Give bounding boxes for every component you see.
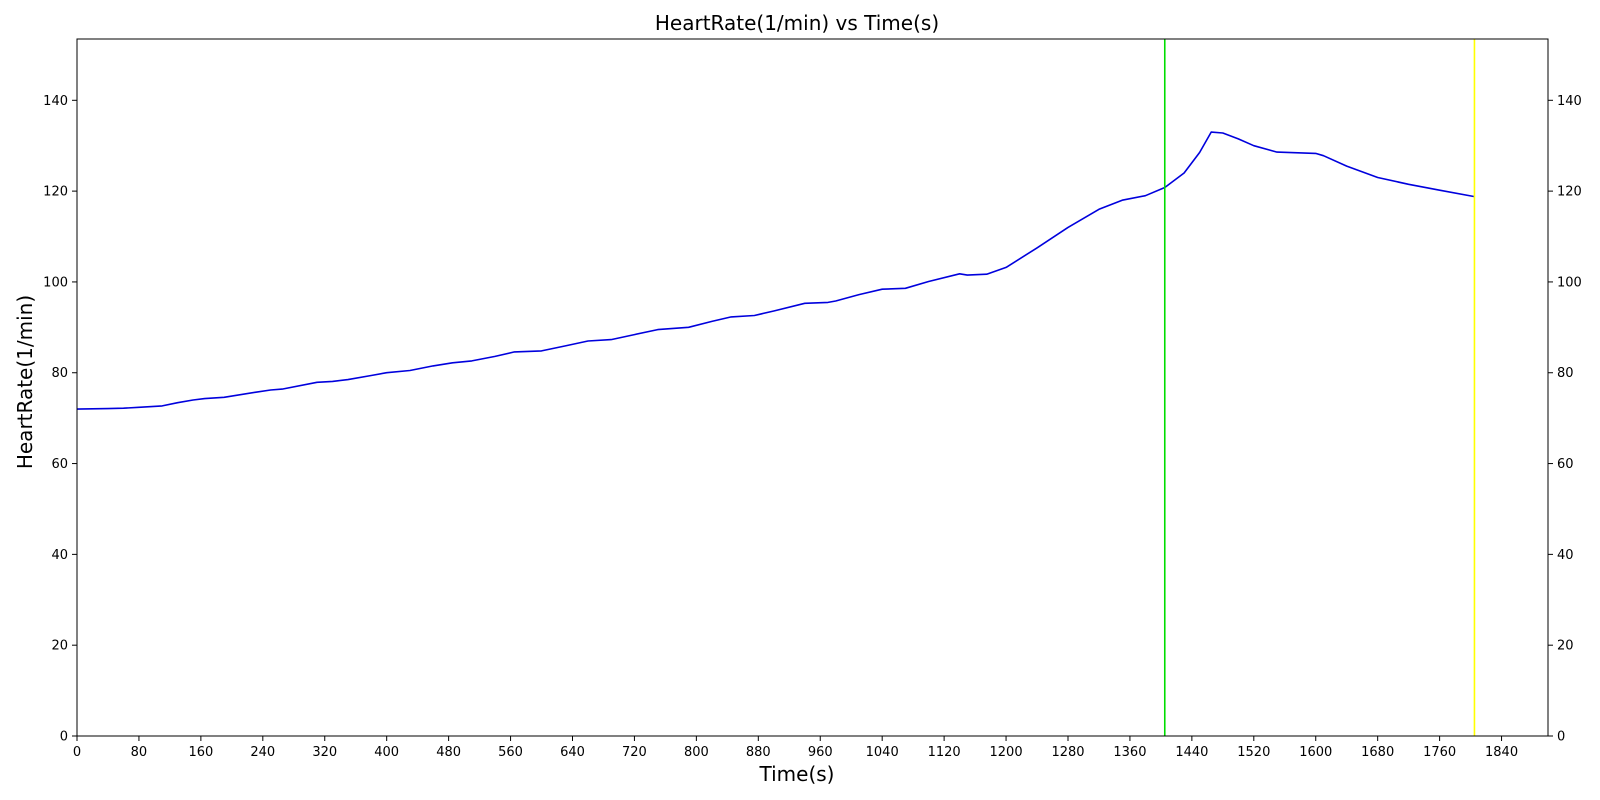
x-tick-label: 400: [374, 745, 399, 760]
x-tick-label: 320: [312, 745, 337, 760]
y-tick-label-right: 80: [1557, 366, 1574, 381]
x-tick-label: 1360: [1113, 745, 1146, 760]
x-tick-label: 720: [622, 745, 647, 760]
x-tick-label: 0: [73, 745, 81, 760]
heart-rate-series-line-0: [76, 131, 1475, 410]
x-tick-label: 640: [560, 745, 585, 760]
x-tick-label: 1600: [1299, 745, 1332, 760]
ticks-layer: 0 80 160 240 320 400 480 560 640 720 800 880 960 1040…: [43, 94, 1582, 760]
x-tick-label: 1680: [1361, 745, 1394, 760]
y-tick-label-left: 100: [43, 275, 68, 290]
x-tick-label: 80: [131, 745, 148, 760]
x-tick-label: 1440: [1175, 745, 1208, 760]
y-axis-title: HeartRate(1/min): [13, 295, 37, 469]
y-tick-label-left: 120: [43, 185, 68, 200]
y-tick-label-left: 20: [51, 639, 68, 654]
y-tick-label-right: 0: [1557, 730, 1565, 745]
x-tick-label: 240: [250, 745, 275, 760]
y-tick-label-left: 0: [60, 730, 68, 745]
x-tick-label: 1760: [1423, 745, 1456, 760]
x-tick-label: 880: [746, 745, 771, 760]
x-tick-label: 1200: [990, 745, 1023, 760]
x-tick-label: 1120: [928, 745, 961, 760]
y-tick-label-left: 60: [51, 457, 68, 472]
y-tick-label-right: 40: [1557, 548, 1574, 563]
y-tick-label-left: 80: [51, 366, 68, 381]
plot-frame: [76, 38, 1549, 737]
x-tick-label: 480: [436, 745, 461, 760]
x-tick-label: 560: [498, 745, 523, 760]
y-tick-label-left: 140: [43, 94, 68, 109]
chart-title: HeartRate(1/min) vs Time(s): [655, 11, 939, 35]
x-tick-label: 160: [188, 745, 213, 760]
plot-layer: [76, 39, 1476, 736]
y-tick-label-right: 120: [1557, 185, 1582, 200]
x-axis-title: Time(s): [759, 762, 835, 786]
x-tick-label: 800: [684, 745, 709, 760]
y-tick-label-right: 140: [1557, 94, 1582, 109]
x-tick-label: 1520: [1237, 745, 1270, 760]
y-tick-label-right: 60: [1557, 457, 1574, 472]
x-tick-label: 1280: [1051, 745, 1084, 760]
x-tick-label: 1040: [866, 745, 899, 760]
y-tick-label-left: 40: [51, 548, 68, 563]
y-tick-label-right: 100: [1557, 275, 1582, 290]
y-tick-label-right: 20: [1557, 639, 1574, 654]
x-tick-label: 1840: [1485, 745, 1518, 760]
x-tick-label: 960: [808, 745, 833, 760]
